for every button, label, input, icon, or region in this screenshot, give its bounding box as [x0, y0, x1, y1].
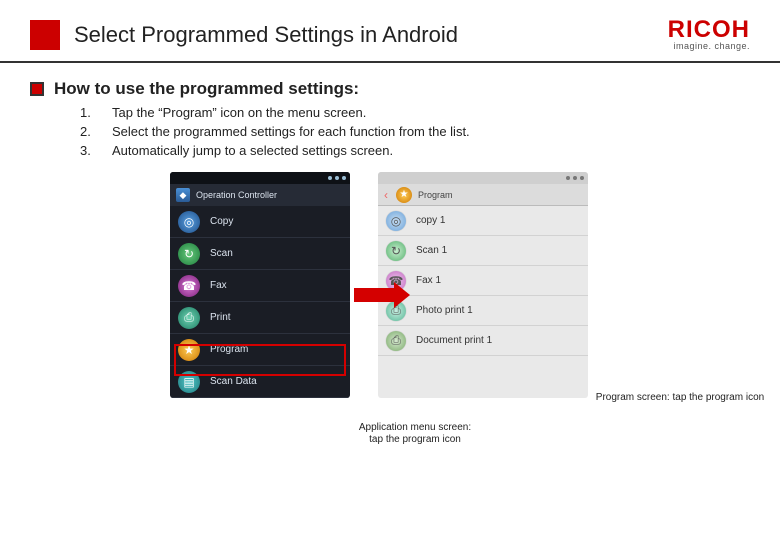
menu-row-icon: ⎙ — [178, 307, 200, 329]
section-bullet-icon — [30, 82, 44, 96]
app-header-title: Operation Controller — [196, 190, 277, 200]
menu-row-label: Print — [210, 312, 231, 323]
menu-row-icon: ☎ — [178, 275, 200, 297]
app-menu-screenshot: ◆ Operation Controller ◎ Copy ↻ Scan ☎ Fax ⎙ Pr… — [170, 172, 350, 398]
left-caption: Application menu screen:tap the program … — [350, 422, 480, 446]
menu-row[interactable]: ↻ Scan 1 — [378, 236, 588, 266]
brand-logo: RICOH imagine. change. — [668, 18, 750, 51]
step-item: 3. Automatically jump to a selected setti… — [80, 143, 750, 158]
menu-row-label: Copy — [210, 216, 233, 227]
menu-row-label: Scan Data — [210, 376, 257, 387]
status-bar — [378, 172, 588, 184]
section-header: How to use the programmed settings: — [30, 79, 750, 99]
menu-row-label: Program — [210, 344, 248, 355]
step-text: Automatically jump to a selected setting… — [112, 143, 393, 158]
arrow-icon — [354, 282, 410, 308]
title-wrap: Select Programmed Settings in Android — [30, 20, 458, 50]
menu-row[interactable]: ⎙ Print — [170, 302, 350, 334]
status-bar — [170, 172, 350, 184]
menu-row[interactable]: ◎ Copy — [170, 206, 350, 238]
step-text: Tap the “Program” icon on the menu scree… — [112, 105, 366, 120]
steps-list: 1. Tap the “Program” icon on the menu scr… — [80, 105, 750, 158]
step-text: Select the programmed settings for each … — [112, 124, 470, 139]
app-header: ◆ Operation Controller — [170, 184, 350, 206]
menu-row-icon: ▤ — [178, 371, 200, 393]
menu-row-label: Fax 1 — [416, 275, 441, 286]
menu-row-label: Photo print 1 — [416, 305, 473, 316]
logo-text: RICOH — [668, 18, 750, 42]
menu-row[interactable]: ▤ Scan Data — [170, 366, 350, 398]
right-caption: Program screen: tap the program icon — [590, 392, 770, 404]
app-icon: ◆ — [176, 188, 190, 202]
menu-row[interactable]: ☎ Fax — [170, 270, 350, 302]
logo-tagline: imagine. change. — [668, 42, 750, 51]
menu-row[interactable]: ★ Program — [170, 334, 350, 366]
menu-row-label: Document print 1 — [416, 335, 492, 346]
step-number: 1. — [80, 105, 92, 120]
star-icon: ★ — [396, 187, 412, 203]
screenshots-area: ◆ Operation Controller ◎ Copy ↻ Scan ☎ Fax ⎙ Pr… — [170, 172, 750, 398]
step-item: 1. Tap the “Program” icon on the menu scr… — [80, 105, 750, 120]
menu-row-icon: ↻ — [386, 241, 406, 261]
app-header: ‹ ★ Program — [378, 184, 588, 206]
menu-row-label: Scan — [210, 248, 233, 259]
menu-row-icon: ◎ — [178, 211, 200, 233]
section-title: How to use the programmed settings: — [54, 79, 359, 99]
menu-row-icon: ⎙ — [386, 331, 406, 351]
content-area: How to use the programmed settings: 1. Ta… — [0, 63, 780, 398]
menu-row-label: Scan 1 — [416, 245, 447, 256]
app-header-title: Program — [418, 190, 453, 200]
page-header: Select Programmed Settings in Android RI… — [0, 0, 780, 63]
step-item: 2. Select the programmed settings for eac… — [80, 124, 750, 139]
menu-row-icon: ◎ — [386, 211, 406, 231]
menu-row[interactable]: ↻ Scan — [170, 238, 350, 270]
title-bullet — [30, 20, 60, 50]
page-title: Select Programmed Settings in Android — [74, 22, 458, 48]
menu-row-icon: ↻ — [178, 243, 200, 265]
menu-row-label: Fax — [210, 280, 227, 291]
back-icon[interactable]: ‹ — [384, 188, 388, 202]
menu-row[interactable]: ⎙ Document print 1 — [378, 326, 588, 356]
step-number: 3. — [80, 143, 92, 158]
menu-row-label: copy 1 — [416, 215, 445, 226]
menu-row-icon: ★ — [178, 339, 200, 361]
menu-row[interactable]: ◎ copy 1 — [378, 206, 588, 236]
step-number: 2. — [80, 124, 92, 139]
